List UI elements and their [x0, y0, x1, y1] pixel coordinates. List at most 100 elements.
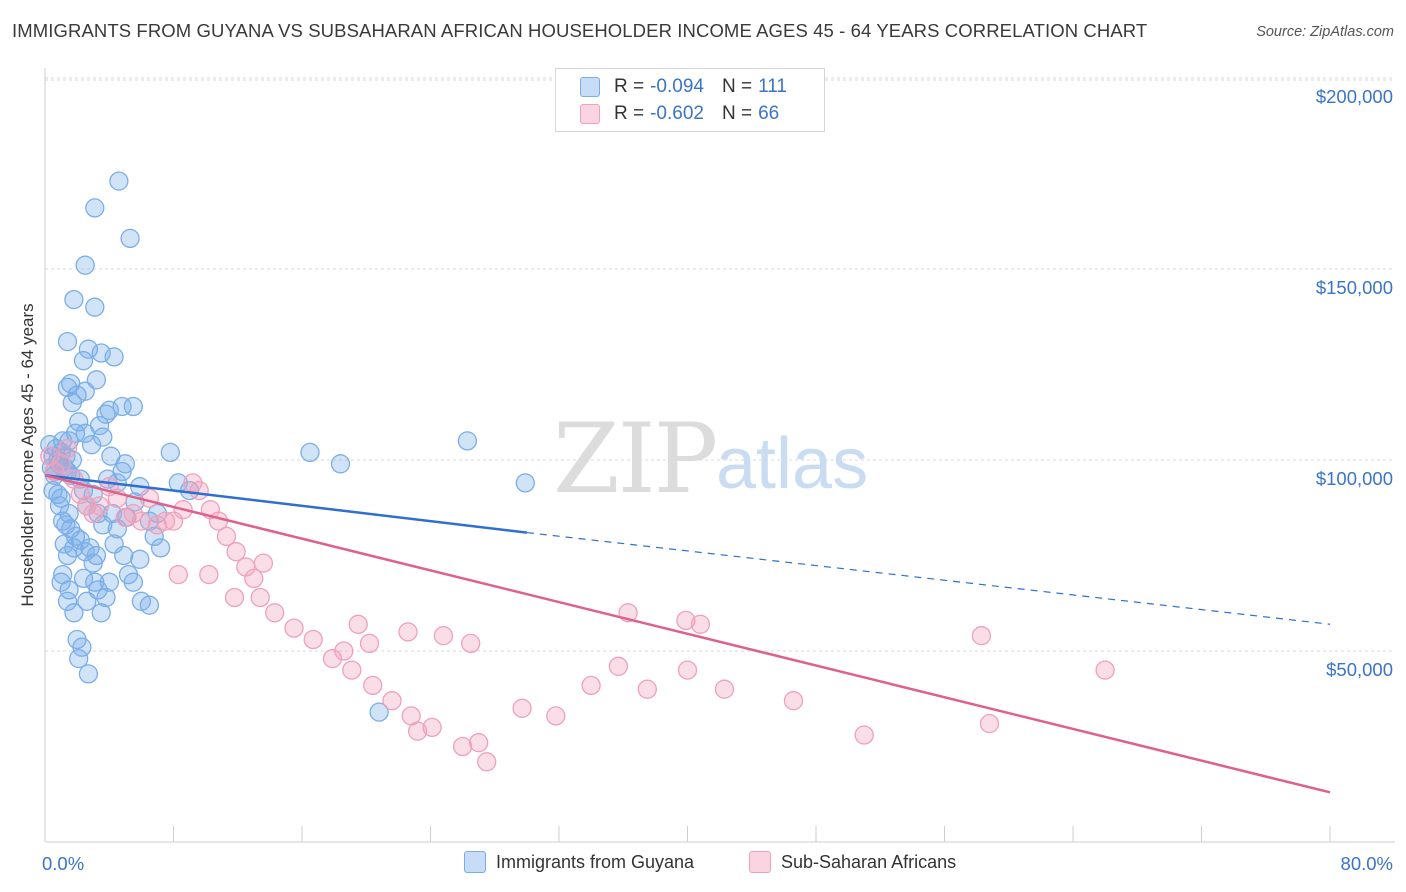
data-point-guyana: [49, 496, 70, 516]
trend-line-subsaharan: [44, 474, 1331, 794]
data-point-subsaharan: [244, 568, 264, 589]
data-point-subsaharan: [677, 660, 698, 680]
y-tick-label: $50,000: [1326, 659, 1393, 680]
data-point-subsaharan: [57, 438, 78, 459]
data-point-guyana: [369, 702, 389, 722]
legend-r-label: R =: [614, 103, 645, 124]
y-tick-label: $200,000: [1316, 86, 1393, 107]
data-point-guyana: [85, 297, 105, 317]
data-point-subsaharan: [216, 526, 237, 547]
legend-swatch-guyana: [580, 77, 600, 97]
trend-line-guyana: [44, 474, 528, 534]
data-point-guyana: [65, 526, 86, 547]
data-point-guyana: [61, 373, 81, 394]
bottom-legend-guyana[interactable]: Immigrants from Guyana: [464, 851, 694, 873]
data-point-subsaharan: [322, 648, 343, 669]
legend-r-value: -0.602: [650, 103, 704, 124]
data-point-guyana: [77, 591, 97, 611]
bottom-legend-swatch-subsaharan: [749, 851, 771, 873]
legend-n-label: N =: [721, 103, 753, 124]
data-point-guyana: [51, 488, 71, 508]
data-point-subsaharan: [407, 721, 428, 741]
data-point-guyana: [86, 370, 107, 390]
data-point-subsaharan: [168, 564, 188, 585]
data-point-subsaharan: [155, 511, 176, 531]
data-point-subsaharan: [253, 553, 274, 573]
data-point-guyana: [160, 442, 180, 463]
data-point-subsaharan: [382, 691, 402, 711]
data-point-guyana: [112, 396, 132, 417]
data-point-subsaharan: [334, 641, 354, 661]
data-point-guyana: [72, 637, 92, 657]
data-point-subsaharan: [676, 610, 696, 631]
data-point-subsaharan: [226, 542, 246, 562]
data-point-guyana: [78, 339, 99, 359]
data-point-subsaharan: [40, 446, 60, 466]
data-point-subsaharan: [131, 511, 152, 531]
chart-title: IMMIGRANTS FROM GUYANA VS SUBSAHARAN AFR…: [12, 20, 1148, 41]
data-point-guyana: [150, 538, 171, 558]
data-point-subsaharan: [398, 622, 418, 642]
bottom-legend: Immigrants from Guyana Sub-Saharan Afric…: [0, 851, 1406, 877]
data-point-subsaharan: [461, 633, 481, 654]
data-point-subsaharan: [783, 691, 804, 711]
data-point-subsaharan: [581, 675, 601, 696]
data-point-guyana: [515, 473, 535, 493]
data-point-subsaharan: [1095, 660, 1115, 680]
data-point-subsaharan: [971, 626, 992, 646]
data-point-subsaharan: [303, 629, 323, 650]
data-point-guyana: [109, 171, 129, 191]
data-point-subsaharan: [469, 733, 489, 753]
data-point-guyana: [64, 289, 84, 310]
data-point-guyana: [73, 568, 94, 589]
data-point-guyana: [147, 503, 168, 524]
data-point-subsaharan: [363, 675, 383, 696]
watermark-atlas: atlas: [716, 424, 868, 504]
series-subsaharan-points: [40, 438, 1115, 772]
data-point-subsaharan: [546, 706, 566, 726]
data-point-subsaharan: [250, 587, 270, 608]
trend-lines: [44, 474, 1331, 794]
legend-r-value: -0.094: [650, 76, 704, 97]
data-point-guyana: [54, 534, 74, 554]
legend-row-guyana: R = -0.094 N = 111: [580, 76, 787, 98]
data-point-guyana: [73, 351, 94, 371]
data-point-subsaharan: [83, 503, 103, 524]
data-point-subsaharan: [348, 614, 368, 634]
bottom-legend-subsaharan[interactable]: Sub-Saharan Africans: [749, 851, 956, 873]
data-point-guyana: [51, 572, 71, 592]
y-tick-label: $100,000: [1316, 468, 1393, 489]
data-point-guyana: [457, 431, 478, 451]
data-point-guyana: [88, 503, 108, 524]
data-point-guyana: [65, 423, 86, 443]
data-point-guyana: [62, 450, 82, 470]
data-point-guyana: [75, 255, 95, 275]
data-point-guyana: [59, 503, 79, 524]
data-point-subsaharan: [342, 660, 362, 680]
data-point-guyana: [130, 549, 150, 569]
data-point-guyana: [139, 595, 160, 615]
axis-tick-labels: $50,000 $100,000 $150,000 $200,000 0.0% 80.0%: [42, 86, 1393, 874]
data-point-subsaharan: [265, 603, 285, 623]
data-point-guyana: [144, 526, 164, 547]
data-point-guyana: [330, 454, 351, 474]
data-point-subsaharan: [979, 713, 1000, 734]
data-point-subsaharan: [422, 717, 442, 738]
data-point-subsaharan: [199, 564, 219, 585]
data-point-guyana: [123, 396, 143, 417]
data-point-guyana: [64, 603, 84, 623]
watermark-zip: ZIP: [553, 403, 716, 515]
legend-n-value: 111: [758, 76, 787, 97]
axes: [44, 68, 1395, 843]
data-point-subsaharan: [714, 679, 735, 699]
data-point-guyana: [96, 587, 116, 608]
data-point-subsaharan: [854, 725, 874, 745]
data-point-subsaharan: [70, 484, 90, 505]
data-point-subsaharan: [224, 587, 245, 608]
data-point-guyana: [120, 228, 140, 249]
source-credit: Source: ZipAtlas.com: [1256, 24, 1394, 40]
data-point-guyana: [69, 648, 89, 669]
data-point-guyana: [114, 545, 134, 566]
correlation-legend: R = -0.094 N = 111 R = -0.602 N = 66: [555, 68, 825, 132]
data-point-guyana: [57, 591, 78, 611]
